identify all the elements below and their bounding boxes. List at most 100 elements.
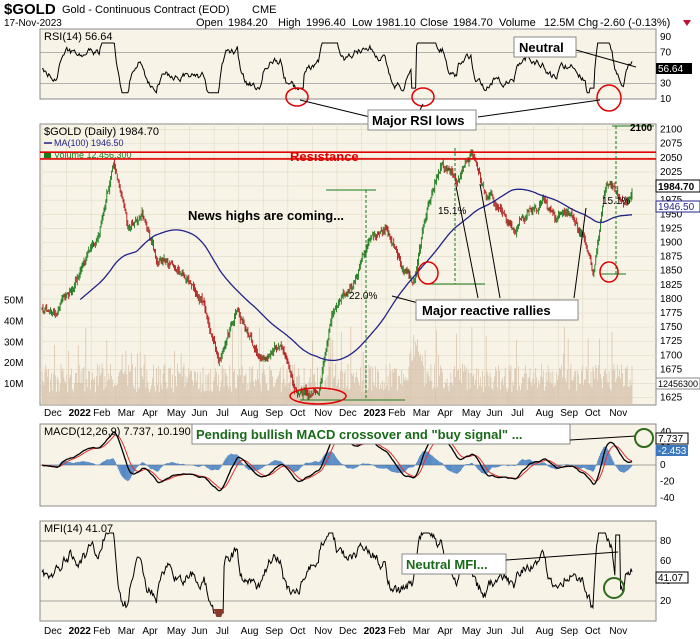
volume-legend-swatch (44, 152, 51, 158)
month-label-bottom: Aug (536, 626, 554, 637)
macd-histogram-bar (402, 465, 404, 473)
macd-tick-label: -20 (660, 476, 675, 487)
macd-histogram-bar (92, 463, 93, 465)
macd-histogram-bar (438, 460, 439, 465)
macd-histogram-bar (335, 456, 336, 465)
macd-histogram-bar (257, 465, 259, 470)
volume-bar (90, 389, 91, 405)
macd-histogram-bar (284, 465, 286, 466)
volume-bar (550, 372, 552, 405)
volume-bar (291, 390, 293, 405)
macd-histogram-bar (262, 465, 264, 468)
macd-histogram-bar (431, 455, 433, 465)
rsi-title: RSI(14) 56.64 (44, 31, 112, 43)
month-label-mid: May (462, 408, 481, 419)
volume-bar (563, 326, 565, 405)
volume-bar (434, 364, 436, 405)
volume-bar (281, 382, 283, 405)
volume-bar (396, 368, 397, 405)
macd-histogram-bar (350, 465, 352, 469)
volume-bar (551, 383, 553, 405)
macd-histogram-bar (84, 461, 86, 465)
volume-bar (433, 387, 435, 405)
volume-bar (197, 389, 199, 405)
macd-histogram-bar (367, 463, 369, 465)
macd-histogram-bar (216, 465, 217, 471)
volume-bar (237, 374, 238, 405)
macd-histogram-bar (467, 464, 469, 465)
macd-histogram-bar (477, 465, 478, 469)
volume-bar (527, 378, 529, 405)
volume-tick-label: 10M (4, 379, 23, 390)
volume-bar (463, 364, 465, 405)
mfi-annotations: Neutral MFI... (401, 551, 625, 599)
macd-histogram-bar (67, 461, 69, 465)
volume-bar (253, 381, 254, 405)
volume-bar (304, 385, 306, 405)
macd-histogram-bar (94, 463, 95, 465)
macd-histogram-bar (620, 465, 621, 472)
macd-histogram-bar (112, 458, 113, 465)
macd-histogram-bar (131, 465, 132, 477)
volume-bar (209, 391, 211, 405)
macd-histogram-bar (436, 459, 438, 465)
price-candles (41, 149, 633, 401)
macd-histogram-bar (280, 461, 282, 465)
macd-histogram-bar (313, 461, 315, 465)
macd-histogram-bar (544, 463, 546, 465)
macd-histogram-bar (115, 464, 117, 465)
volume-bar (393, 372, 395, 405)
volume-bar (461, 383, 462, 405)
volume-bar (376, 387, 377, 405)
volume-bar (535, 368, 537, 405)
macd-histogram-bar (451, 465, 453, 472)
macd-histogram-bar (196, 465, 197, 467)
rsi-tick-label: 30 (660, 78, 672, 89)
mfi-line (41, 531, 633, 614)
volume-bar (512, 381, 514, 405)
volume-bar (136, 391, 137, 405)
volume-bar (174, 350, 175, 405)
macd-histogram-bar (360, 463, 362, 465)
macd-histogram-bar (605, 447, 607, 465)
volume-bar (205, 374, 207, 405)
macd-histogram-bar (108, 459, 110, 465)
volume-bar (152, 378, 153, 405)
macd-histogram-bar (499, 465, 500, 467)
volume-bar (341, 370, 343, 405)
volume-bar (139, 352, 141, 405)
volume-bar (477, 388, 478, 405)
volume-bar (255, 379, 256, 405)
volume-bar (58, 391, 60, 405)
month-label-mid: Nov (314, 408, 332, 419)
macd-histogram-bar (378, 465, 379, 469)
macd-histogram-bar (117, 465, 119, 470)
volume-bar (319, 390, 320, 405)
month-label-bottom: Nov (609, 626, 627, 637)
volume-bar (220, 380, 222, 405)
macd-histogram-bar (170, 462, 172, 465)
volume-bar (250, 382, 252, 405)
macd-histogram-bar (260, 465, 262, 469)
macd-histogram-bar (195, 465, 196, 467)
macd-histogram-bar (383, 465, 385, 469)
macd-histogram-bar (511, 465, 513, 466)
volume-bar (380, 384, 381, 405)
macd-histogram-bar (277, 460, 279, 465)
volume-bar (172, 374, 173, 405)
macd-histogram-bar (391, 465, 393, 472)
mfi-oversold-fill (213, 609, 225, 617)
macd-histogram-bar (600, 453, 601, 465)
month-label-bottom: Oct (585, 626, 601, 637)
volume-bar (260, 391, 262, 405)
macd-histogram-bar (208, 465, 210, 469)
volume-bar (402, 374, 404, 405)
volume-bar (460, 367, 461, 405)
macd-histogram-bar (303, 464, 305, 465)
volume-bar (176, 363, 178, 405)
volume-bar (353, 372, 355, 405)
volume-bar (158, 392, 160, 405)
volume-bar (298, 368, 299, 405)
macd-histogram-bar (224, 459, 226, 465)
volume-bar (571, 380, 573, 405)
